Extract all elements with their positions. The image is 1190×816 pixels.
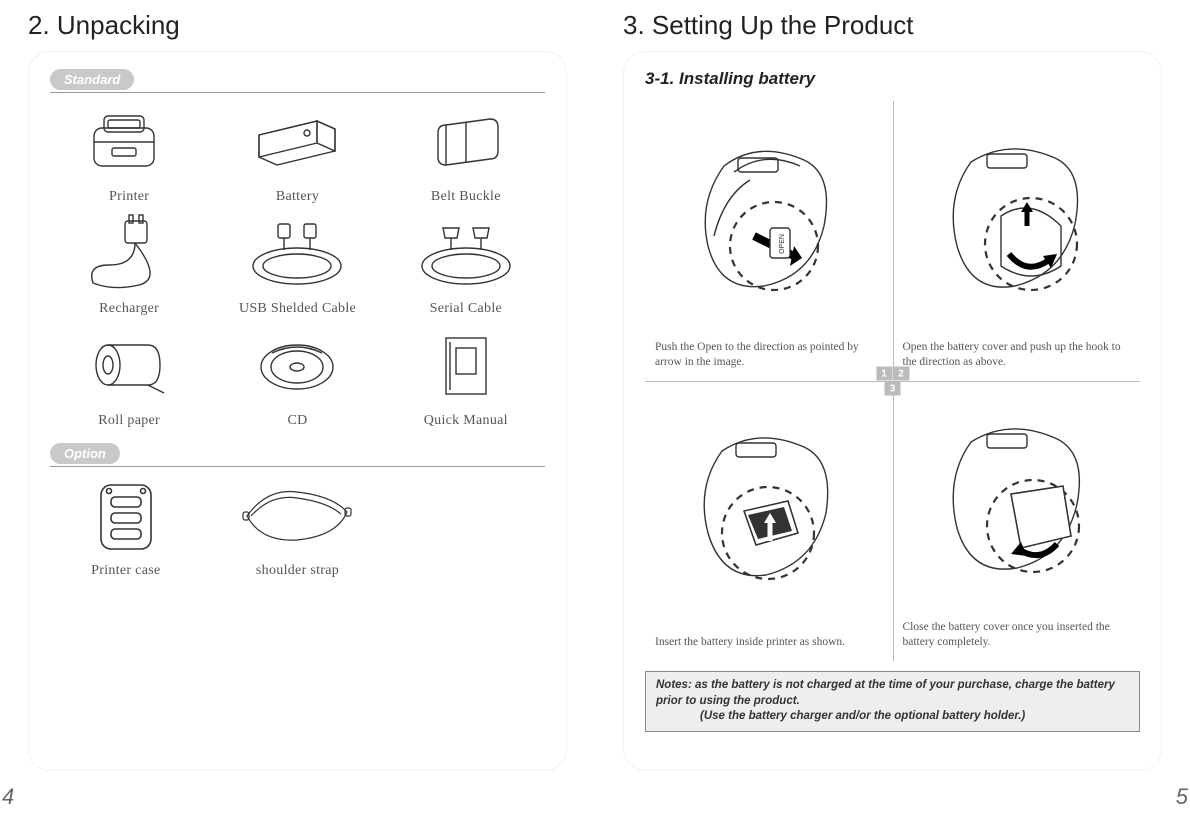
step-3-caption: Insert the battery inside printer as sho…: [655, 635, 883, 649]
printer-case-icon: [71, 477, 181, 557]
subsection-title: 3-1. Installing battery: [645, 69, 1140, 89]
option-grid: Printer case shoulder strap: [50, 477, 545, 579]
step-num-1: 1: [876, 367, 892, 381]
item-label: Quick Manual: [424, 413, 508, 429]
item-cd: CD: [218, 327, 376, 429]
left-page: 2. Unpacking Standard P: [0, 0, 595, 816]
item-printer-case: Printer case: [50, 477, 202, 579]
item-printer: Printer: [50, 103, 208, 205]
item-recharger: Recharger: [50, 215, 208, 317]
item-label: Belt Buckle: [431, 189, 501, 205]
page-number-right: 5: [1176, 784, 1188, 810]
right-title: 3. Setting Up the Product: [623, 10, 1162, 41]
unpacking-panel: Standard Printer: [28, 51, 567, 771]
page-number-left: 4: [2, 784, 14, 810]
manual-icon: [411, 327, 521, 407]
recharger-icon: [74, 215, 184, 295]
shoulder-strap-icon: [242, 477, 352, 557]
item-label: Roll paper: [98, 413, 160, 429]
step-2: Open the battery cover and push up the h…: [893, 101, 1141, 381]
notes-line-1: as the battery is not charged at the tim…: [656, 679, 1115, 707]
step-1-caption: Push the Open to the direction as pointe…: [655, 340, 883, 369]
item-label: Serial Cable: [430, 301, 502, 317]
item-label: Battery: [276, 189, 319, 205]
item-belt-buckle: Belt Buckle: [387, 103, 545, 205]
notes-box: Notes: as the battery is not charged at …: [645, 671, 1140, 732]
item-label: CD: [287, 413, 307, 429]
item-battery: Battery: [218, 103, 376, 205]
step-3-illustration: [684, 389, 854, 627]
step-1-illustration: OPEN: [684, 109, 854, 332]
belt-buckle-icon: [411, 103, 521, 183]
usb-cable-icon: [242, 215, 352, 295]
setup-panel: 3-1. Installing battery 1 2 3: [623, 51, 1162, 771]
item-roll-paper: Roll paper: [50, 327, 208, 429]
item-quick-manual: Quick Manual: [387, 327, 545, 429]
svg-text:OPEN: OPEN: [779, 234, 786, 254]
notes-line-2: (Use the battery charger and/or the opti…: [656, 709, 1129, 725]
cd-icon: [242, 327, 352, 407]
option-divider: [50, 466, 545, 467]
right-page: 3. Setting Up the Product 3-1. Installin…: [595, 0, 1190, 816]
standard-pill: Standard: [50, 69, 134, 90]
item-shoulder-strap: shoulder strap: [222, 477, 374, 579]
step-3: Insert the battery inside printer as sho…: [645, 381, 893, 661]
step-4-illustration: [931, 389, 1101, 612]
serial-cable-icon: [411, 215, 521, 295]
roll-paper-icon: [74, 327, 184, 407]
printer-icon: [74, 103, 184, 183]
standard-grid: Printer Battery: [50, 103, 545, 429]
left-title: 2. Unpacking: [28, 10, 567, 41]
standard-divider: [50, 92, 545, 93]
step-2-caption: Open the battery cover and push up the h…: [903, 340, 1131, 369]
item-label: Printer: [109, 189, 149, 205]
step-4: Close the battery cover once you inserte…: [893, 381, 1141, 661]
item-label: Printer case: [91, 563, 160, 579]
notes-label: Notes:: [656, 679, 692, 691]
item-usb-cable: USB Shelded Cable: [218, 215, 376, 317]
step-1: OPEN Push the Open to the direction as p…: [645, 101, 893, 381]
step-number-badges: 1 2 3: [876, 367, 909, 396]
step-2-illustration: [931, 109, 1101, 332]
step-num-2: 2: [893, 367, 909, 381]
option-section: Option Printer case: [50, 443, 545, 579]
option-pill: Option: [50, 443, 120, 464]
steps-grid: 1 2 3 OPEN: [645, 101, 1140, 661]
item-label: shoulder strap: [256, 563, 339, 579]
step-num-3: 3: [885, 382, 901, 396]
item-serial-cable: Serial Cable: [387, 215, 545, 317]
standard-section: Standard Printer: [50, 69, 545, 429]
item-label: Recharger: [99, 301, 159, 317]
step-4-caption: Close the battery cover once you inserte…: [903, 620, 1131, 649]
item-label: USB Shelded Cable: [239, 301, 356, 317]
battery-icon: [242, 103, 352, 183]
